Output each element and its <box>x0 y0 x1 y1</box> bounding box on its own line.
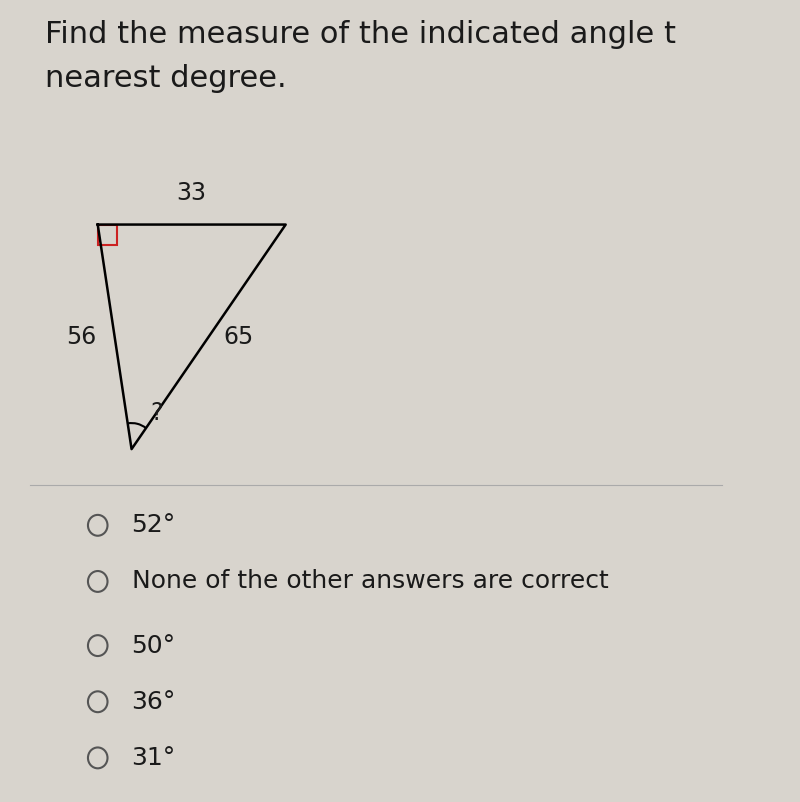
Bar <box>98 225 117 245</box>
Text: ?: ? <box>150 401 163 425</box>
Text: 36°: 36° <box>131 690 176 714</box>
Text: 33: 33 <box>177 180 206 205</box>
Text: 31°: 31° <box>131 746 176 770</box>
Text: 65: 65 <box>223 325 254 349</box>
Text: 50°: 50° <box>131 634 176 658</box>
Text: 56: 56 <box>66 325 96 349</box>
Text: None of the other answers are correct: None of the other answers are correct <box>131 569 608 593</box>
Text: nearest degree.: nearest degree. <box>45 64 286 93</box>
Text: Find the measure of the indicated angle t: Find the measure of the indicated angle … <box>45 20 676 49</box>
Text: 52°: 52° <box>131 513 176 537</box>
